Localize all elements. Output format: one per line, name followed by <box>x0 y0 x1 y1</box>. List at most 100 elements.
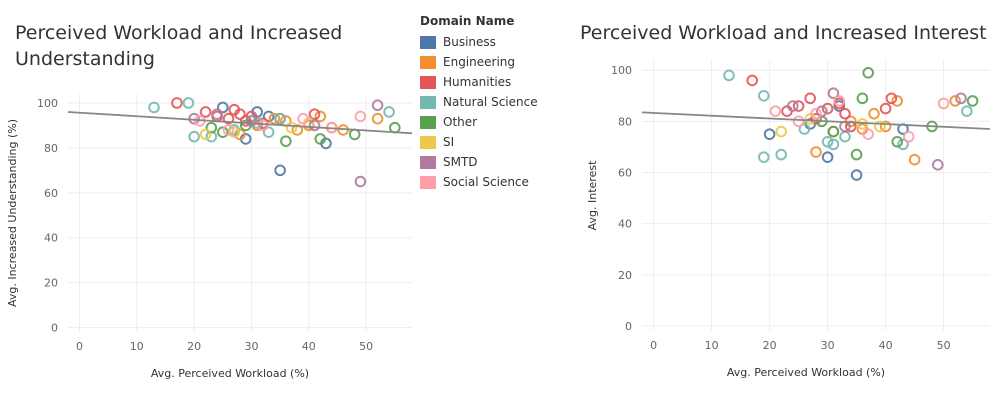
legend-item-smtd[interactable]: SMTD <box>420 152 538 172</box>
legend-swatch-social-science <box>420 175 436 189</box>
x-axis-label: Avg. Perceived Workload (%) <box>151 367 309 380</box>
x-tick-label: 30 <box>244 340 258 353</box>
y-tick-label: 40 <box>44 232 58 245</box>
y-tick-label: 0 <box>51 322 58 335</box>
data-point-engineering <box>891 95 904 107</box>
data-point-social-science <box>792 115 805 128</box>
data-point-natural-science <box>758 89 770 102</box>
left-scatter-plot: 0 20 40 60 80 100 0 10 20 30 40 50 Avg. Perceived Wo… <box>6 94 413 380</box>
data-point-social-science <box>833 95 846 107</box>
data-point-smtd <box>787 100 799 112</box>
legend-item-social-science[interactable]: Social Science <box>420 172 538 192</box>
data-point-humanities <box>222 112 235 125</box>
y-tick-label: 100 <box>611 64 632 77</box>
y-tick-label: 40 <box>618 218 632 231</box>
data-point-business <box>217 101 229 114</box>
data-point-business <box>821 151 834 163</box>
data-point-si <box>228 126 241 138</box>
data-point-si <box>874 120 886 133</box>
legend-item-si[interactable]: SI <box>420 132 538 152</box>
data-point-natural-science <box>182 97 195 109</box>
x-tick-label: 0 <box>76 340 83 353</box>
legend-swatch-engineering <box>420 55 436 69</box>
legend-swatch-humanities <box>420 75 436 89</box>
data-point-other <box>966 95 979 107</box>
y-tick-label: 0 <box>625 320 632 333</box>
legend-swatch-other <box>420 115 436 129</box>
legend-label-business: Business <box>443 35 496 49</box>
legend-title: Domain Name <box>420 14 515 28</box>
legend-item-humanities[interactable]: Humanities <box>420 72 538 92</box>
data-point-humanities <box>245 110 258 123</box>
data-point-other <box>891 136 904 148</box>
legend-label-engineering: Engineering <box>443 55 515 69</box>
trend-line <box>67 111 413 135</box>
legend-item-engineering[interactable]: Engineering <box>420 52 538 72</box>
data-point-other <box>205 121 218 134</box>
x-axis-label: Avg. Perceived Workload (%) <box>727 366 885 379</box>
data-point-smtd <box>827 87 840 100</box>
right-scatter-plot: 0 20 40 60 80 100 0 10 20 30 40 50 Avg. Perceived Wo… <box>586 60 991 379</box>
data-point-other <box>850 148 863 161</box>
data-point-si <box>285 121 298 134</box>
data-point-other <box>389 121 401 134</box>
data-point-smtd <box>308 119 321 132</box>
legend: Domain Name Business Engineering Humanit… <box>420 14 538 192</box>
legend-item-other[interactable]: Other <box>420 112 538 132</box>
x-tick-label: 50 <box>359 340 373 353</box>
data-point-si <box>199 128 212 141</box>
data-point-natural-science <box>821 136 834 148</box>
data-point-humanities <box>171 97 183 109</box>
x-tick-label: 0 <box>650 339 657 352</box>
data-point-humanities <box>821 102 834 115</box>
y-axis-label: Avg. Increased Understanding (%) <box>6 119 19 307</box>
data-point-other <box>856 92 869 105</box>
data-point-si <box>775 125 787 138</box>
legend-label-other: Other <box>443 115 478 129</box>
data-point-natural-science <box>188 130 200 143</box>
data-point-engineering <box>268 112 281 125</box>
legend-label-social-science: Social Science <box>443 175 529 189</box>
trend-line <box>641 111 991 130</box>
data-point-social-science <box>769 105 782 117</box>
legend-swatch-si <box>420 135 436 149</box>
x-tick-label: 50 <box>937 339 951 352</box>
data-point-humanities <box>308 108 321 121</box>
data-point-humanities <box>234 108 246 121</box>
legend-label-natural-science: Natural Science <box>443 95 538 109</box>
data-point-social-science <box>354 110 367 123</box>
legend-item-business[interactable]: Business <box>420 32 538 52</box>
data-point-natural-science <box>274 112 286 125</box>
data-point-social-science <box>903 130 915 143</box>
data-point-natural-science <box>262 126 275 138</box>
data-point-social-science <box>810 107 822 120</box>
data-point-engineering <box>868 107 880 120</box>
data-point-engineering <box>949 95 962 107</box>
data-point-business <box>274 164 286 177</box>
legend-swatch-smtd <box>420 155 436 169</box>
legend-item-natural-science[interactable]: Natural Science <box>420 92 538 112</box>
data-point-smtd <box>955 92 967 105</box>
data-point-business <box>763 128 776 140</box>
y-tick-label: 20 <box>618 269 632 282</box>
data-point-business <box>850 169 863 181</box>
data-point-natural-science <box>897 138 909 151</box>
data-point-smtd <box>816 105 828 117</box>
data-point-natural-science <box>827 138 840 151</box>
y-tick-label: 60 <box>618 166 632 179</box>
data-point-social-science <box>297 112 309 125</box>
data-point-humanities <box>885 92 898 105</box>
data-point-smtd <box>211 108 223 121</box>
data-point-natural-science <box>798 123 811 135</box>
data-point-natural-science <box>723 69 735 82</box>
data-point-natural-science <box>839 130 851 143</box>
x-tick-label: 10 <box>705 339 719 352</box>
y-tick-label: 80 <box>618 115 632 128</box>
data-point-natural-science <box>148 101 160 114</box>
data-point-other <box>217 126 229 138</box>
data-point-other <box>862 66 875 79</box>
data-point-social-science <box>937 97 950 110</box>
data-point-humanities <box>839 107 851 120</box>
x-tick-label: 20 <box>763 339 777 352</box>
x-tick-label: 40 <box>879 339 893 352</box>
